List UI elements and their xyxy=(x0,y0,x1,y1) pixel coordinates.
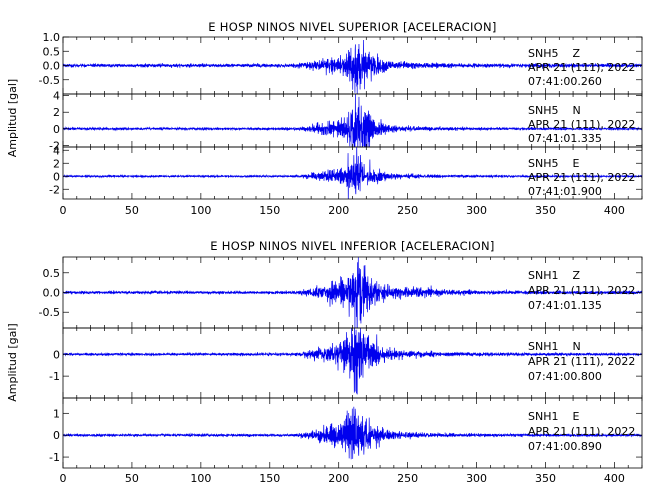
trace-panel-snh1-e: 1 0 -1 SNH1 E APR 21 (111), 2022 07:41:00.890 xyxy=(49,397,643,469)
component-code: E xyxy=(572,157,579,170)
record-date: APR 21 (111), 2022 xyxy=(528,171,635,184)
y-tick-label: 0 xyxy=(53,170,60,183)
record-date: APR 21 (111), 2022 xyxy=(528,118,635,131)
y-tick-label: 4 xyxy=(53,90,60,103)
x-tick-label: 100 xyxy=(190,472,211,485)
y-axis-label: Amplitud [gal] xyxy=(6,323,19,401)
record-time: 07:41:00.800 xyxy=(528,370,602,383)
y-tick-label: -0.5 xyxy=(39,306,60,319)
trace-panel-snh1-z: 0.5 0.0 -0.5 SNH1 Z APR 21 (111), 2022 07:41:0… xyxy=(39,256,643,329)
station-code: SNH5 xyxy=(528,47,558,60)
trace-panel-snh1-n: 0 -1 SNH1 N APR 21 (111), 2022 07:41:00.800 xyxy=(49,327,643,399)
y-tick-label: 2 xyxy=(53,157,60,170)
station-code: SNH5 xyxy=(528,104,558,117)
station-label: SNH5 Z xyxy=(528,47,580,60)
component-code: Z xyxy=(572,47,580,60)
x-tick-label: 100 xyxy=(190,204,211,217)
station-code: SNH1 xyxy=(528,410,558,423)
station-label: SNH5 E xyxy=(528,157,579,170)
waveform-line xyxy=(63,40,642,94)
station-label: SNH1 Z xyxy=(528,269,580,282)
component-code: N xyxy=(572,104,580,117)
chart-group-2: E HOSP NINOS NIVEL INFERIOR [ACELERACION… xyxy=(6,239,643,485)
y-tick-label: -0.5 xyxy=(39,74,60,87)
x-tick-label: 50 xyxy=(125,472,139,485)
station-code: SNH1 xyxy=(528,340,558,353)
y-tick-label: 0.0 xyxy=(43,60,61,73)
x-tick-label: 300 xyxy=(466,204,487,217)
x-tick-label: 150 xyxy=(259,472,280,485)
y-tick-label: 0.5 xyxy=(43,45,61,58)
record-date: APR 21 (111), 2022 xyxy=(528,425,635,438)
x-tick-label: 300 xyxy=(466,472,487,485)
record-time: 07:41:01.900 xyxy=(528,185,602,198)
station-label: SNH1 E xyxy=(528,410,579,423)
waveform-line xyxy=(63,257,642,328)
chart-group-1: E HOSP NINOS NIVEL SUPERIOR [ACELERACION… xyxy=(6,20,643,217)
y-tick-label: 2 xyxy=(53,106,60,119)
record-time: 07:41:00.890 xyxy=(528,440,602,453)
x-tick-label: 250 xyxy=(397,472,418,485)
chart-title: E HOSP NINOS NIVEL INFERIOR [ACELERACION… xyxy=(210,239,494,253)
component-code: N xyxy=(572,340,580,353)
waveform-line xyxy=(63,328,642,395)
x-tick-label: 200 xyxy=(328,472,349,485)
y-tick-label: 0 xyxy=(53,348,60,361)
component-code: E xyxy=(572,410,579,423)
y-tick-label: 0.0 xyxy=(43,287,61,300)
y-tick-label: 1.0 xyxy=(43,31,61,44)
record-date: APR 21 (111), 2022 xyxy=(528,284,635,297)
x-tick-label: 150 xyxy=(259,204,280,217)
y-tick-label: -2 xyxy=(49,139,60,152)
y-tick-label: -2 xyxy=(49,183,60,196)
x-tick-label: 400 xyxy=(604,204,625,217)
x-tick-label: 250 xyxy=(397,204,418,217)
x-tick-label: 350 xyxy=(535,472,556,485)
record-time: 07:41:00.260 xyxy=(528,75,602,88)
record-date: APR 21 (111), 2022 xyxy=(528,61,635,74)
station-code: SNH1 xyxy=(528,269,558,282)
x-tick-label: 50 xyxy=(125,204,139,217)
y-tick-label: 0.5 xyxy=(43,267,61,280)
waveform-line xyxy=(63,406,642,460)
y-axis-label: Amplitud [gal] xyxy=(6,79,19,157)
station-code: SNH5 xyxy=(528,157,558,170)
chart-title: E HOSP NINOS NIVEL SUPERIOR [ACELERACION… xyxy=(208,20,496,34)
record-date: APR 21 (111), 2022 xyxy=(528,355,635,368)
y-tick-label: -1 xyxy=(49,370,60,383)
waveform-line xyxy=(63,94,642,147)
station-label: SNH5 N xyxy=(528,104,581,117)
y-tick-label: 4 xyxy=(53,144,60,157)
record-time: 07:41:01.135 xyxy=(528,299,602,312)
x-tick-label: 0 xyxy=(60,472,67,485)
station-label: SNH1 N xyxy=(528,340,581,353)
component-code: Z xyxy=(572,269,580,282)
x-tick-label: 400 xyxy=(604,472,625,485)
x-tick-label: 350 xyxy=(535,204,556,217)
y-tick-label: 0 xyxy=(53,123,60,136)
record-time: 07:41:01.335 xyxy=(528,132,602,145)
y-tick-label: 1 xyxy=(53,407,60,420)
x-tick-label: 200 xyxy=(328,204,349,217)
waveform-line xyxy=(63,147,642,199)
x-tick-label: 0 xyxy=(60,204,67,217)
y-tick-label: 0 xyxy=(53,429,60,442)
y-tick-label: -1 xyxy=(49,451,60,464)
